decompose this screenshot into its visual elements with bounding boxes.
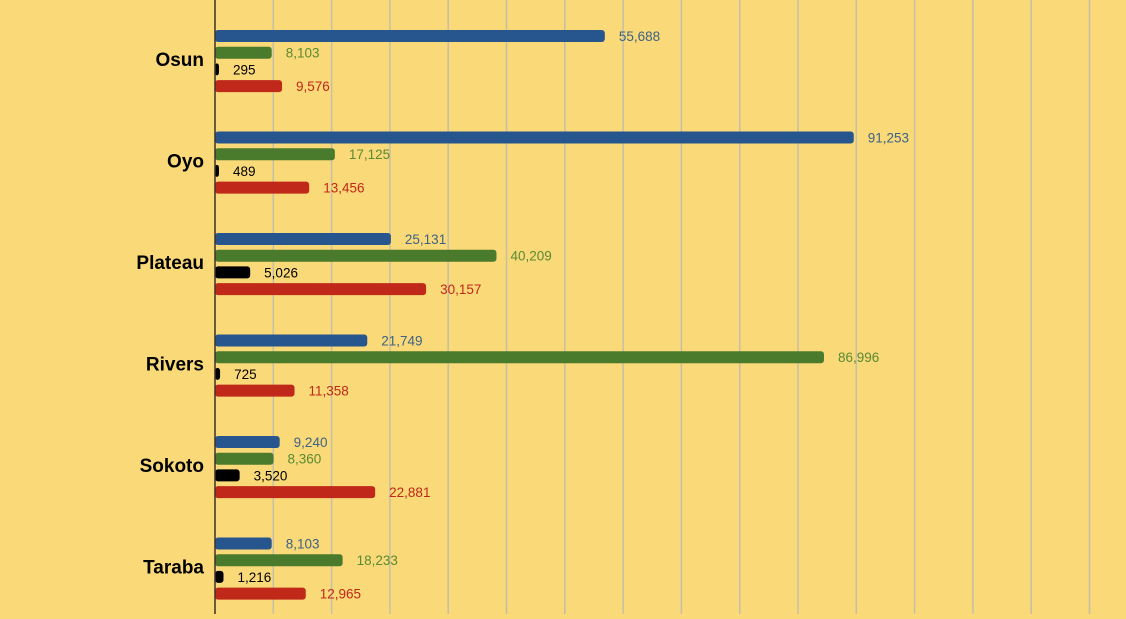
bars xyxy=(215,30,854,600)
bar xyxy=(215,266,251,279)
value-label: 11,358 xyxy=(309,384,349,399)
bar xyxy=(215,283,427,296)
value-label: 725 xyxy=(234,367,257,382)
bar xyxy=(215,249,497,262)
value-label: 9,240 xyxy=(294,435,328,450)
bar xyxy=(215,384,295,397)
value-label: 8,103 xyxy=(286,46,320,61)
value-label: 1,216 xyxy=(238,570,272,585)
bar xyxy=(215,334,368,347)
value-label: 22,881 xyxy=(389,485,430,500)
value-label: 13,456 xyxy=(323,181,364,196)
value-label: 91,253 xyxy=(868,131,909,146)
value-label: 8,360 xyxy=(288,452,322,467)
value-label: 12,965 xyxy=(320,587,361,602)
bar xyxy=(215,46,272,59)
bar xyxy=(215,587,306,600)
value-label: 8,103 xyxy=(286,537,320,552)
value-label: 30,157 xyxy=(440,282,481,297)
grid-lines xyxy=(272,0,1091,614)
bar xyxy=(215,80,283,93)
value-label: 21,749 xyxy=(381,334,422,349)
value-label: 25,131 xyxy=(405,232,446,247)
bar xyxy=(215,469,240,482)
value-label: 86,996 xyxy=(838,350,879,365)
value-label: 18,233 xyxy=(357,553,398,568)
category-label: Taraba xyxy=(143,558,204,579)
category-labels: Osun Oyo Plateau Rivers Sokoto Taraba xyxy=(136,50,204,579)
category-label: Oyo xyxy=(167,152,204,173)
value-label: 17,125 xyxy=(349,147,390,162)
bar xyxy=(215,63,219,76)
bar xyxy=(215,486,376,499)
bar xyxy=(215,570,224,583)
category-label: Rivers xyxy=(146,355,204,376)
bar xyxy=(215,181,310,194)
bar xyxy=(215,436,280,448)
category-label: Plateau xyxy=(136,253,204,274)
bar xyxy=(215,233,391,245)
bar xyxy=(215,351,824,364)
category-label: Osun xyxy=(155,50,204,71)
bar xyxy=(215,452,274,465)
bar xyxy=(215,367,221,380)
bar xyxy=(215,554,343,567)
bar xyxy=(215,131,854,144)
value-label: 55,688 xyxy=(619,29,660,44)
value-label: 489 xyxy=(233,164,256,179)
bar xyxy=(215,30,605,42)
bar xyxy=(215,148,335,161)
value-label: 5,026 xyxy=(264,265,298,280)
category-label: Sokoto xyxy=(140,456,204,477)
value-label: 9,576 xyxy=(296,79,330,94)
value-label: 40,209 xyxy=(510,249,551,264)
value-labels: 55,688 8,103 295 9,576 91,253 17,125 489 13,456… xyxy=(233,29,909,602)
bar xyxy=(215,164,219,177)
value-label: 295 xyxy=(233,62,256,77)
value-label: 3,520 xyxy=(254,468,288,483)
bar xyxy=(215,537,272,550)
